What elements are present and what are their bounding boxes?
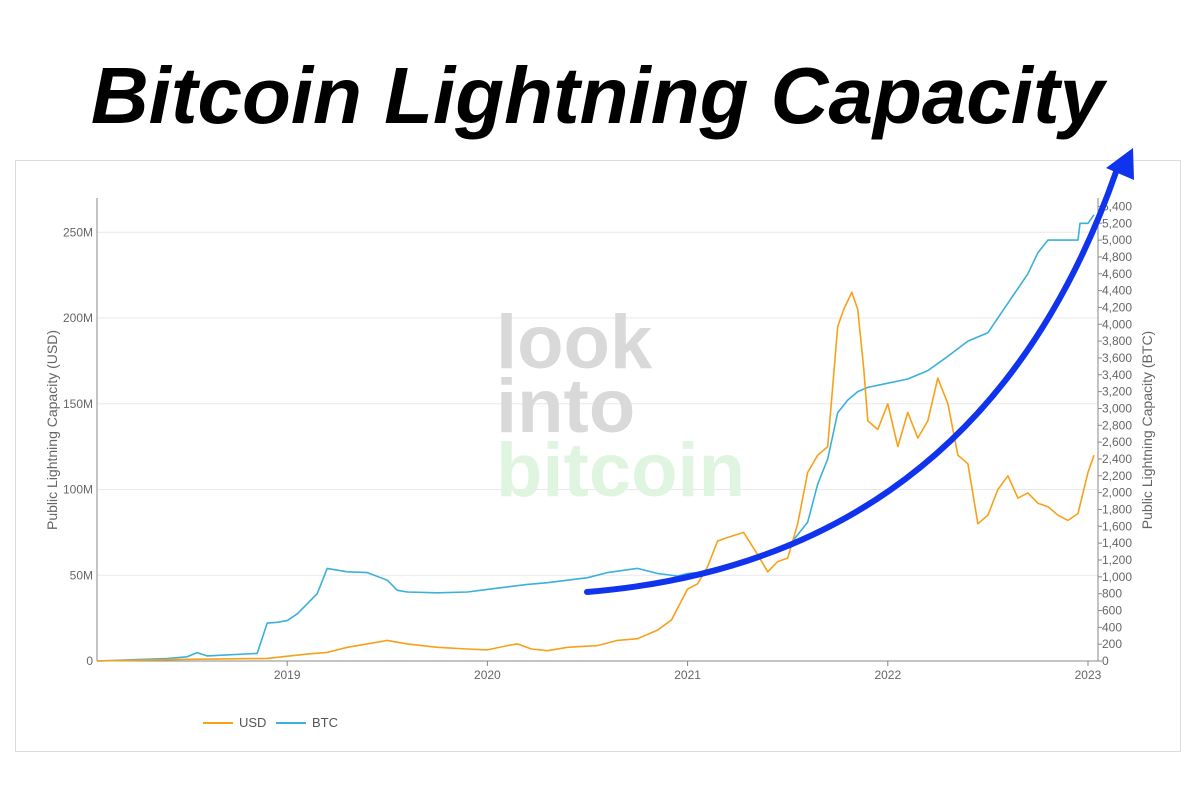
y2-tick-label: 2,200 — [1102, 469, 1132, 483]
y2-tick-label: 4,400 — [1102, 284, 1132, 298]
y2-tick-label: 5,200 — [1102, 216, 1132, 230]
y2-tick-label: 5,400 — [1102, 199, 1132, 213]
y2-tick-label: 2,000 — [1102, 486, 1132, 500]
y2-tick-label: 1,400 — [1102, 536, 1132, 550]
y-tick-label: 0 — [86, 654, 93, 668]
y2-axis-title: Public Lightning Capacity (BTC) — [1139, 331, 1155, 529]
y2-tick-label: 1,800 — [1102, 502, 1132, 516]
y-tick-label: 250M — [63, 225, 93, 239]
growth-arrow — [584, 148, 1134, 595]
y2-tick-label: 1,600 — [1102, 519, 1132, 533]
watermark-logo: look into bitcoin — [496, 300, 745, 513]
watermark-line-3: bitcoin — [496, 428, 745, 513]
y2-tick-label: 400 — [1102, 620, 1122, 634]
growth-arrow-head — [1106, 148, 1134, 180]
y2-tick-label: 2,600 — [1102, 435, 1132, 449]
axes-layer: 0 50M 100M 150M 200M 250M 0 200 400 600 800 1,000 1,… — [63, 198, 1132, 682]
y2-tick-label: 3,800 — [1102, 334, 1132, 348]
y2-tick-label: 3,000 — [1102, 401, 1132, 415]
y2-tick-label: 600 — [1102, 603, 1122, 617]
y2-tick-label: 4,000 — [1102, 317, 1132, 331]
y2-tick-label: 2,800 — [1102, 418, 1132, 432]
y-tick-label: 200M — [63, 311, 93, 325]
x-tick-label: 2021 — [674, 668, 701, 682]
y2-tick-label: 5,000 — [1102, 233, 1132, 247]
x-tick-label: 2020 — [474, 668, 501, 682]
x-tick-label: 2019 — [274, 668, 301, 682]
legend: USD BTC — [203, 715, 338, 730]
x-tick-label: 2023 — [1075, 668, 1102, 682]
y2-tick-label: 3,600 — [1102, 351, 1132, 365]
y-tick-label: 100M — [63, 483, 93, 497]
y-axis-title: Public Lightning Capacity (USD) — [44, 330, 60, 530]
y2-tick-label: 800 — [1102, 587, 1122, 601]
y2-tick-label: 4,200 — [1102, 300, 1132, 314]
y2-tick-label: 1,200 — [1102, 553, 1132, 567]
chart-panel — [15, 160, 1181, 752]
y2-tick-label: 2,400 — [1102, 452, 1132, 466]
legend-label-usd: USD — [239, 715, 266, 730]
y2-tick-label: 1,000 — [1102, 570, 1132, 584]
y-tick-label: 50M — [70, 568, 93, 582]
y2-tick-label: 0 — [1102, 654, 1109, 668]
watermark-line-2: into — [496, 364, 635, 449]
y2-tick-label: 4,600 — [1102, 267, 1132, 281]
growth-arrow-curve — [584, 169, 1119, 595]
legend-label-btc: BTC — [312, 715, 338, 730]
y-tick-label: 150M — [63, 397, 93, 411]
page-title: Bitcoin Lightning Capacity — [90, 51, 1105, 140]
y2-tick-label: 200 — [1102, 637, 1122, 651]
series-line-btc — [96, 214, 1095, 662]
series-line-usd — [96, 291, 1095, 662]
y2-tick-label: 4,800 — [1102, 250, 1132, 264]
y2-tick-label: 3,200 — [1102, 385, 1132, 399]
y2-tick-label: 3,400 — [1102, 368, 1132, 382]
watermark-line-1: look — [496, 300, 653, 385]
series-layer — [96, 214, 1095, 662]
x-tick-label: 2022 — [874, 668, 901, 682]
